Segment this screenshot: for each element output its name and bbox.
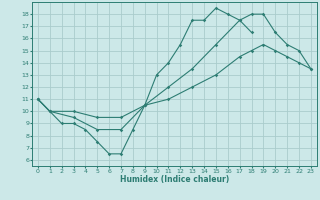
X-axis label: Humidex (Indice chaleur): Humidex (Indice chaleur) [120,175,229,184]
